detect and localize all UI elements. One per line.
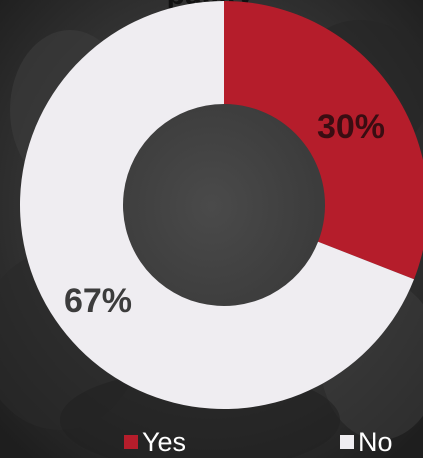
chart-legend: Yes No — [0, 424, 423, 458]
donut-slice-no — [20, 1, 415, 409]
legend-swatch-no — [340, 435, 354, 449]
donut-slice-yes — [224, 1, 423, 280]
legend-label-yes: Yes — [142, 427, 187, 457]
legend-label-no: No — [358, 427, 393, 457]
slice-label-yes: 30% — [317, 108, 385, 146]
legend-item-yes: Yes — [124, 428, 186, 456]
slice-label-no: 67% — [64, 282, 132, 320]
legend-item-no: No — [340, 428, 393, 456]
legend-swatch-yes — [124, 435, 138, 449]
